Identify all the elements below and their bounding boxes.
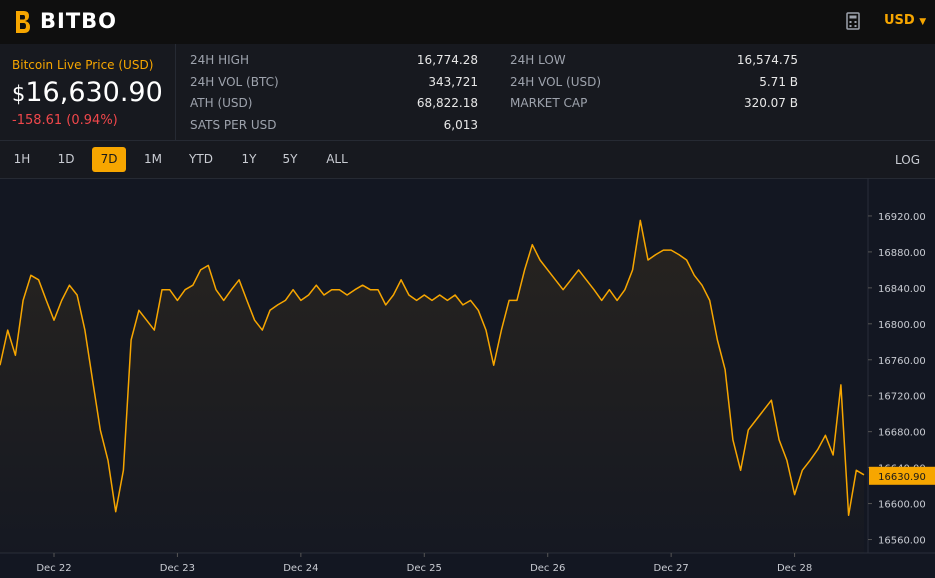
stat-label: MARKET CAP [510, 96, 588, 111]
stat-label: 24H VOL (USD) [510, 74, 602, 89]
x-tick-label: Dec 24 [283, 563, 318, 574]
range-button[interactable]: 5Y [282, 152, 298, 166]
area [0, 220, 864, 553]
brand: BITBO [40, 9, 118, 33]
price-line [0, 219, 865, 517]
y-tick-label: 16800.00 [878, 320, 926, 331]
y-tick-label: 16840.00 [878, 284, 926, 295]
range-button[interactable]: 1Y [241, 152, 257, 166]
range-button[interactable]: 1D [57, 152, 75, 166]
currency: USD [884, 13, 915, 28]
y-tick-label: 16880.00 [878, 248, 926, 259]
stat-value: 6,013 [443, 118, 478, 133]
price-amount: 16,630.90 [25, 77, 163, 108]
price-symbol: $ [12, 82, 26, 106]
x-tick-label: Dec 28 [777, 563, 812, 574]
x-tick-label: Dec 27 [654, 563, 689, 574]
stat-label: 24H HIGH [190, 53, 249, 67]
y-tick-label: 16680.00 [878, 428, 926, 439]
range-button[interactable]: YTD [189, 152, 213, 166]
log-button[interactable]: LOG [895, 153, 921, 167]
stat-value: 16,774.28 [416, 53, 478, 67]
current-price-tag [869, 466, 935, 485]
logo-icon [16, 11, 30, 33]
current-price-label: 16630.90 [878, 472, 926, 483]
stat-label: 24H VOL (BTC) [190, 74, 279, 89]
stats-panel: Bitcoin Live Price (USD) $16,630.90 -158… [0, 44, 935, 141]
y-tick-label: 16920.00 [878, 212, 926, 223]
currency-select[interactable]: USD ▼ [884, 13, 926, 28]
price: $16,630.90 [12, 77, 163, 108]
y-tick-label: 16560.00 [878, 536, 926, 547]
stat-value: 68,822.18 [416, 96, 478, 111]
price-caption: Bitcoin Live Price (USD) [12, 58, 154, 72]
range-bar: LOG 1H 1D 7D 1M YTD 1Y 5Y ALL [0, 141, 935, 179]
divider [175, 44, 176, 140]
range-button[interactable]: ALL [326, 152, 348, 166]
y-tick-label: 16600.00 [878, 500, 926, 511]
caret: ▼ [919, 17, 927, 27]
range-button[interactable]: 1M [144, 152, 162, 166]
range-button[interactable]: 1H [13, 152, 31, 166]
stat-label: SATS PER USD [190, 118, 277, 133]
stat-value: 320.07 B [743, 96, 798, 111]
stat-value: 5.71 B [759, 74, 798, 89]
chart: 16560.0016600.0016640.0016680.0016720.00… [0, 178, 935, 574]
y-tick-label: 16760.00 [878, 356, 926, 367]
y-tick-label: 16720.00 [878, 392, 926, 403]
x-tick-label: Dec 22 [36, 563, 71, 574]
range-button[interactable]: 7D [92, 147, 126, 172]
stat-label: 24H LOW [510, 53, 566, 67]
stat-value: 343,721 [428, 74, 478, 89]
price-change: -158.61 (0.94%) [12, 113, 118, 128]
stat-value: 16,574.75 [736, 53, 798, 67]
x-tick-label: Dec 25 [407, 563, 442, 574]
stat-label: ATH (USD) [190, 96, 253, 111]
top-bar: BITBO USD ▼ [0, 0, 935, 44]
x-tick-label: Dec 26 [530, 563, 565, 574]
x-tick-label: Dec 23 [160, 563, 195, 574]
calculator-icon[interactable] [846, 12, 860, 30]
